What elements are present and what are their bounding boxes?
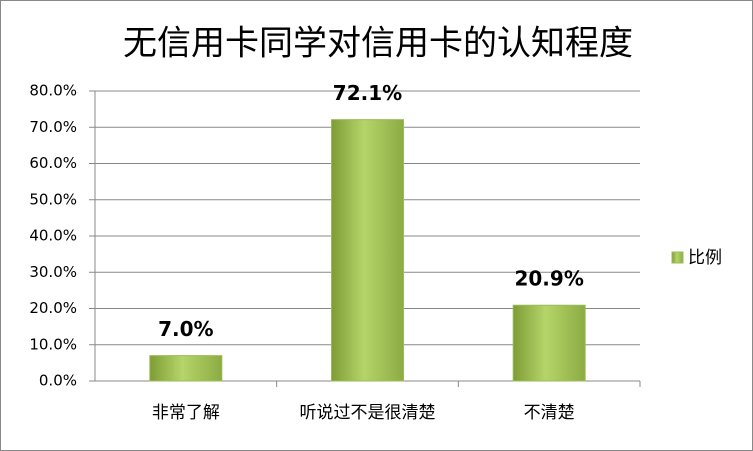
y-tick-label: 60.0% (29, 154, 77, 172)
x-tick-label: 非常了解 (152, 403, 220, 423)
legend-label: 比例 (688, 248, 722, 268)
bar (512, 304, 586, 382)
x-tick-label: 不清楚 (524, 403, 575, 423)
data-label: 7.0% (158, 317, 213, 341)
y-tick-label: 10.0% (29, 335, 77, 353)
y-tick-label: 0.0% (39, 372, 77, 390)
y-tick-label: 20.0% (29, 299, 77, 317)
y-tick-label: 40.0% (29, 227, 77, 245)
data-label: 72.1% (333, 81, 402, 105)
y-tick-label: 30.0% (29, 263, 77, 281)
bar (331, 119, 404, 382)
x-tick-label: 听说过不是很清楚 (300, 403, 436, 423)
legend-swatch (671, 251, 684, 264)
y-tick-label: 70.0% (29, 118, 77, 136)
chart-title: 无信用卡同学对信用卡的认知程度 (123, 24, 633, 64)
y-tick-label: 50.0% (29, 190, 77, 208)
bar (149, 355, 223, 382)
data-label: 20.9% (514, 267, 583, 291)
y-tick-label: 80.0% (29, 82, 77, 100)
